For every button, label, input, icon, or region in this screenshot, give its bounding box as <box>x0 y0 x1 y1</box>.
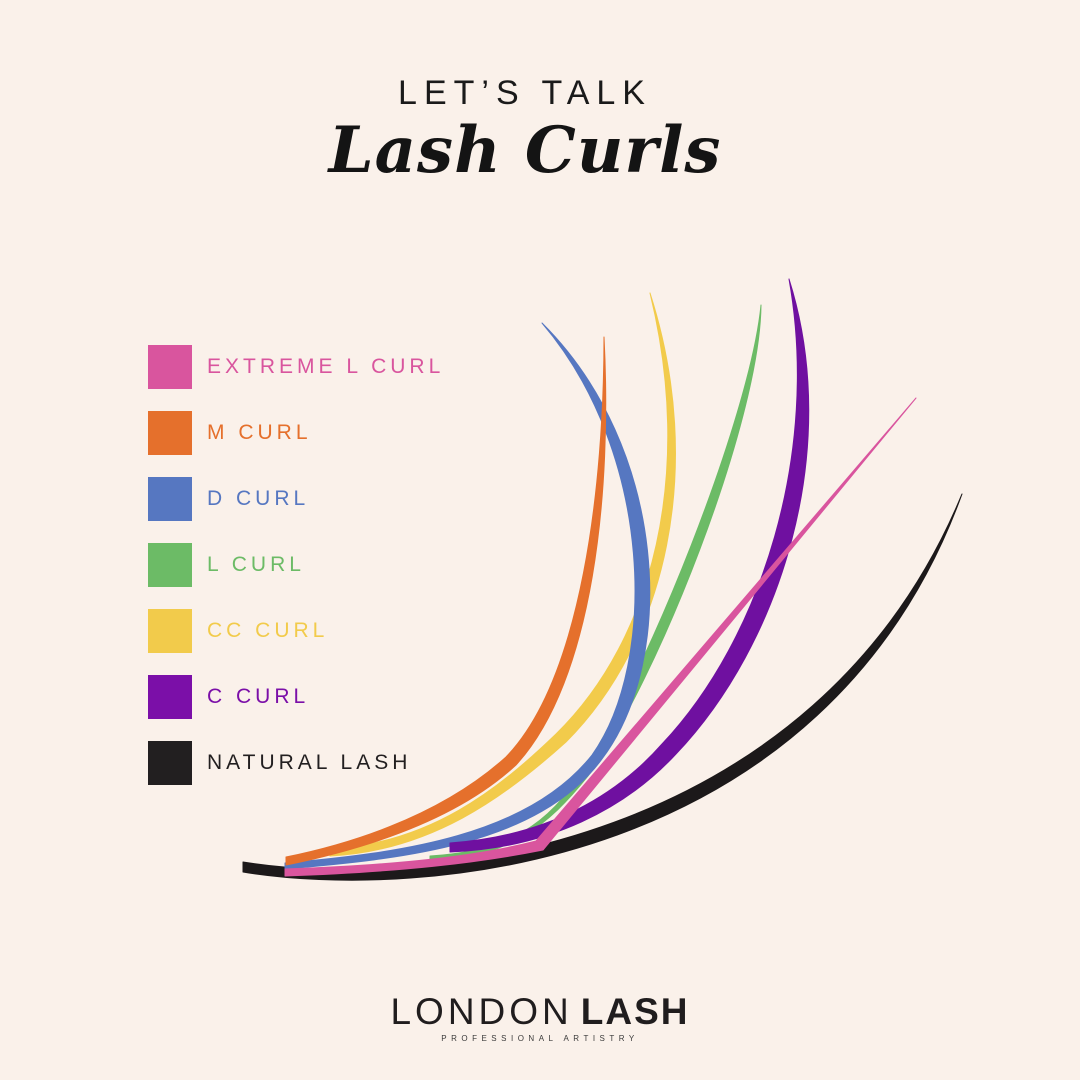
legend-swatch-cc-curl <box>148 609 192 653</box>
legend-label-extreme-l-curl: EXTREME L CURL <box>207 355 445 378</box>
legend-label-d-curl: D CURL <box>207 487 310 510</box>
legend-swatch-natural-lash <box>148 741 192 785</box>
footer: LONDON LASH PROFESSIONAL ARTISTRY <box>0 993 1080 1044</box>
header: LET’S TALK Lash Curls <box>0 72 1065 188</box>
legend-label-m-curl: M CURL <box>207 421 312 444</box>
legend-swatch-extreme-l-curl <box>148 345 192 389</box>
legend-item-c-curl: C CURL <box>148 675 444 719</box>
legend-label-l-curl: L CURL <box>207 553 305 576</box>
legend-swatch-l-curl <box>148 543 192 587</box>
lash-curve-d-curl <box>284 322 651 870</box>
lash-curve-cc-curl <box>329 292 676 857</box>
brand-tagline: PROFESSIONAL ARTISTRY <box>441 1034 639 1043</box>
legend-item-natural-lash: NATURAL LASH <box>148 741 444 785</box>
legend-swatch-m-curl <box>148 411 192 455</box>
brand-logo: LONDON LASH <box>0 993 1080 1031</box>
legend-item-cc-curl: CC CURL <box>148 609 444 653</box>
legend-item-extreme-l-curl: EXTREME L CURL <box>148 345 444 389</box>
legend-swatch-d-curl <box>148 477 192 521</box>
kicker-text: LET’S TALK <box>398 74 652 112</box>
brand-secondary: LASH <box>580 991 690 1032</box>
legend-label-c-curl: C CURL <box>207 685 310 708</box>
legend-item-l-curl: L CURL <box>148 543 444 587</box>
legend: EXTREME L CURL M CURL D CURL L CURL CC CURL C… <box>148 345 444 807</box>
legend-label-natural-lash: NATURAL LASH <box>207 751 412 774</box>
legend-item-d-curl: D CURL <box>148 477 444 521</box>
lash-curve-extreme-l-curl <box>284 397 917 877</box>
legend-label-cc-curl: CC CURL <box>207 619 329 642</box>
brand-primary: LONDON <box>390 991 573 1032</box>
lash-curve-c-curl <box>449 278 810 853</box>
legend-swatch-c-curl <box>148 675 192 719</box>
lash-curve-m-curl <box>285 336 607 866</box>
page-title: Lash Curls <box>328 113 722 188</box>
legend-item-m-curl: M CURL <box>148 411 444 455</box>
